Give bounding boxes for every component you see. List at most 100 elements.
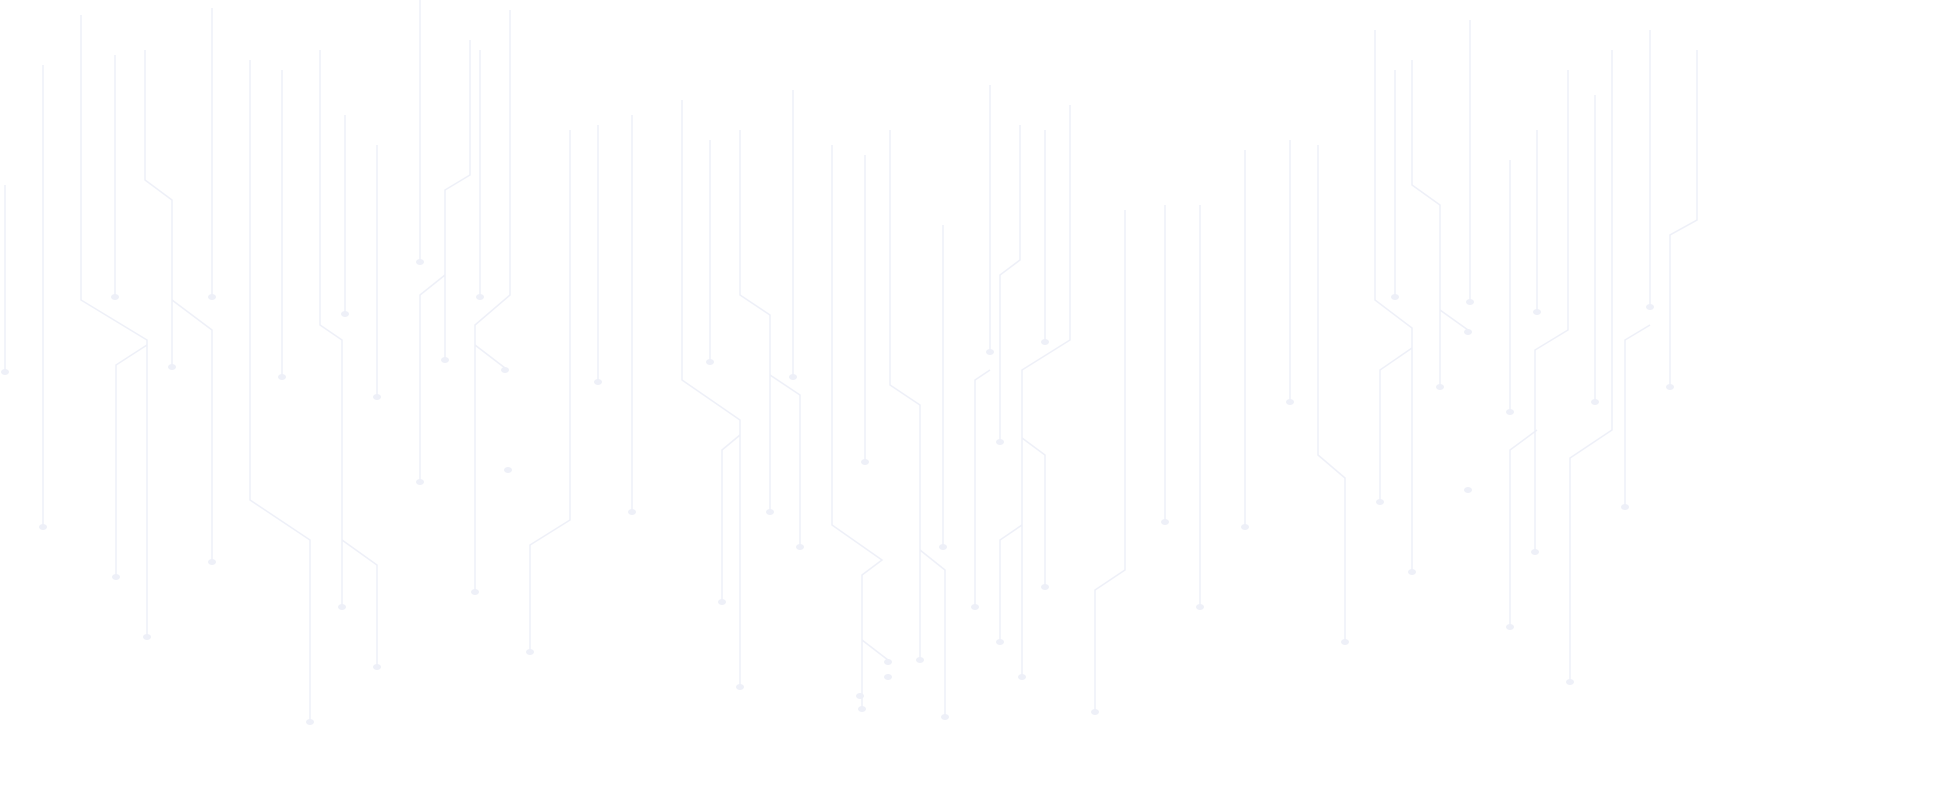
circuit-node — [208, 294, 216, 300]
circuit-trace — [831, 145, 884, 707]
circuit-node — [1506, 409, 1514, 415]
circuit-node — [884, 659, 892, 665]
circuit-trace — [144, 50, 173, 365]
circuit-trace — [444, 40, 471, 358]
circuit-node — [736, 684, 744, 690]
circuit-node — [476, 294, 484, 300]
circuit-trace — [1094, 210, 1126, 710]
circuit-node — [1464, 487, 1472, 493]
circuit-node — [1241, 524, 1249, 530]
circuit-trace — [1021, 105, 1071, 675]
circuit-trace — [1569, 50, 1613, 680]
circuit-node — [628, 509, 636, 515]
circuit-node — [1591, 399, 1599, 405]
circuit-trace — [1374, 30, 1413, 570]
circuit-node — [1376, 499, 1384, 505]
circuit-node — [858, 706, 866, 712]
circuit-node — [341, 311, 349, 317]
circuit-node — [278, 374, 286, 380]
circuit-node — [416, 479, 424, 485]
circuit-trace — [1021, 437, 1046, 585]
circuit-node — [1533, 309, 1541, 315]
circuit-node — [1161, 519, 1169, 525]
circuit-node — [39, 524, 47, 530]
circuit-node — [1041, 584, 1049, 590]
circuit-node — [373, 394, 381, 400]
circuit-trace — [341, 539, 378, 665]
circuit-trace — [171, 299, 213, 560]
circuit-node — [1666, 384, 1674, 390]
circuit-node — [1531, 549, 1539, 555]
circuit-node — [766, 509, 774, 515]
circuit-trace — [529, 130, 571, 650]
circuit-trace — [919, 549, 946, 715]
circuit-node — [1341, 639, 1349, 645]
circuit-node — [1091, 709, 1099, 715]
circuit-node — [1646, 304, 1654, 310]
circuit-node — [168, 364, 176, 370]
circuit-trace — [474, 10, 511, 590]
circuit-node — [789, 374, 797, 380]
circuit-node — [1391, 294, 1399, 300]
circuit-trace — [1669, 50, 1698, 385]
circuit-node — [111, 294, 119, 300]
circuit-trace — [1534, 70, 1569, 550]
circuit-node — [916, 657, 924, 663]
circuit-node — [1018, 674, 1026, 680]
circuit-node — [884, 674, 892, 680]
circuit-node — [941, 714, 949, 720]
circuit-trace — [474, 344, 506, 369]
circuit-trace — [249, 60, 311, 720]
circuit-trace — [1439, 309, 1469, 331]
circuit-node — [996, 639, 1004, 645]
circuit-node — [208, 559, 216, 565]
circuit-node — [1196, 604, 1204, 610]
circuit-trace — [115, 344, 148, 575]
circuit-trace — [739, 130, 771, 510]
circuit-trace — [974, 369, 991, 605]
circuit-node — [986, 349, 994, 355]
circuit-node — [971, 604, 979, 610]
circuit-node — [796, 544, 804, 550]
circuit-node — [416, 259, 424, 265]
circuit-node — [441, 357, 449, 363]
circuit-node — [143, 634, 151, 640]
circuit-node — [706, 359, 714, 365]
circuit-node — [856, 693, 864, 699]
circuit-node — [996, 439, 1004, 445]
circuit-node — [1408, 569, 1416, 575]
circuit-trace — [889, 130, 921, 658]
circuit-trace — [769, 374, 801, 545]
circuit-trace — [1509, 429, 1538, 625]
circuit-node — [1621, 504, 1629, 510]
circuit-node — [1436, 384, 1444, 390]
circuit-trace — [419, 274, 446, 480]
circuit-node — [1466, 299, 1474, 305]
circuit-trace — [721, 434, 741, 600]
circuit-node — [526, 649, 534, 655]
circuit-trace — [681, 100, 741, 685]
circuit-node — [1286, 399, 1294, 405]
circuit-trace — [1317, 145, 1346, 640]
circuit-node — [1566, 679, 1574, 685]
circuit-trace — [319, 50, 343, 605]
circuit-trace — [80, 15, 148, 635]
circuit-node — [501, 367, 509, 373]
circuit-node — [861, 459, 869, 465]
circuit-node — [471, 589, 479, 595]
circuit-node — [594, 379, 602, 385]
circuit-node — [373, 664, 381, 670]
circuit-node — [1, 369, 9, 375]
circuit-node — [718, 599, 726, 605]
circuit-node — [1464, 329, 1472, 335]
circuit-node — [112, 574, 120, 580]
circuit-trace — [999, 125, 1021, 440]
circuit-node — [338, 604, 346, 610]
circuit-trace — [1411, 60, 1441, 385]
circuit-trace — [999, 524, 1023, 640]
circuit-node — [1506, 624, 1514, 630]
circuit-trace — [1624, 324, 1651, 505]
circuit-node — [939, 544, 947, 550]
circuit-trace — [1379, 347, 1413, 500]
